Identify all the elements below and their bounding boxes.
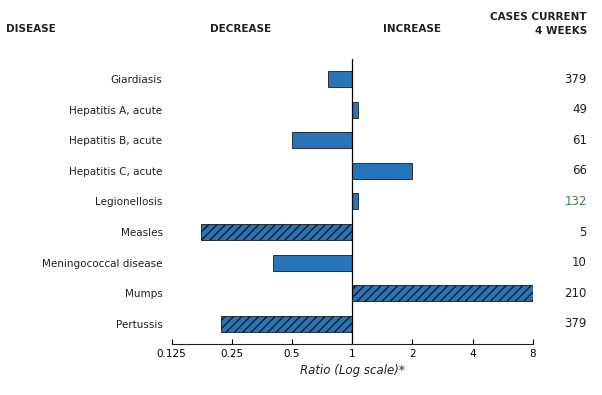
X-axis label: Ratio (Log scale)*: Ratio (Log scale)* [300,364,405,377]
Bar [352,194,358,209]
Text: DISEASE: DISEASE [6,24,56,34]
Text: 10: 10 [572,256,587,269]
Text: DECREASE: DECREASE [210,24,272,34]
Text: 379: 379 [565,317,587,330]
Bar [328,71,352,87]
Bar [221,316,352,332]
Text: 4 WEEKS: 4 WEEKS [535,26,587,36]
Text: 379: 379 [565,73,587,86]
Text: 49: 49 [572,103,587,116]
Bar [201,224,352,240]
Text: CASES CURRENT: CASES CURRENT [490,12,587,22]
Bar [292,132,352,148]
Text: 132: 132 [565,195,587,208]
Text: 66: 66 [572,164,587,177]
Text: INCREASE: INCREASE [383,24,441,34]
Bar [352,102,358,118]
Bar [352,285,533,301]
Bar [273,255,352,271]
Text: 61: 61 [572,134,587,147]
Text: 5: 5 [580,226,587,239]
Bar [352,163,412,179]
Text: 210: 210 [565,287,587,300]
